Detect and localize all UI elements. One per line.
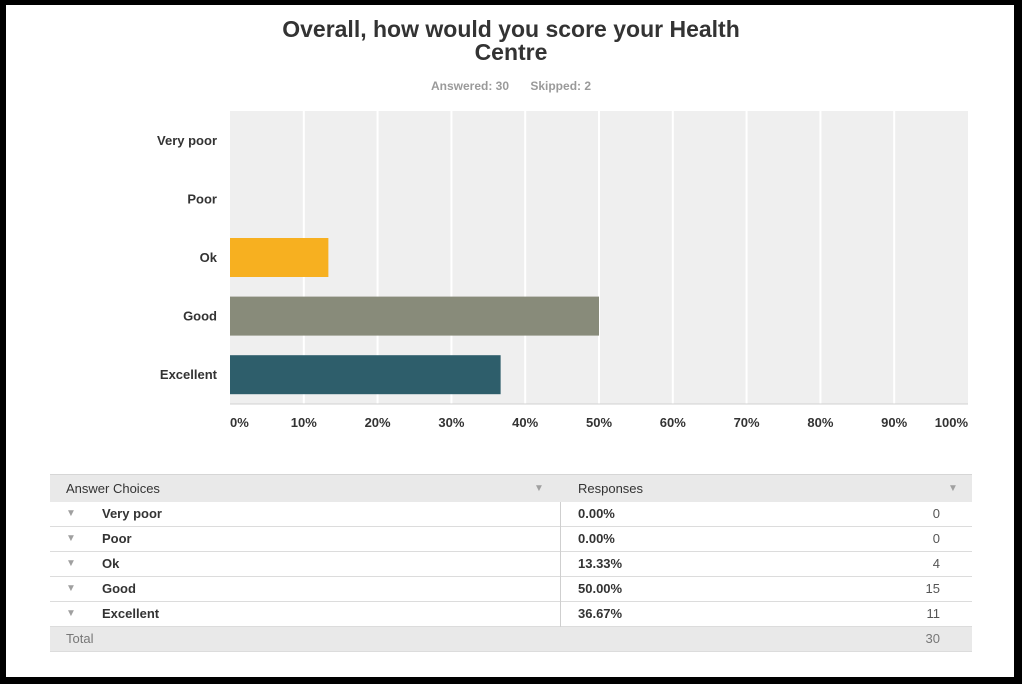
expand-arrow-icon[interactable]: ▼ <box>66 608 76 619</box>
expand-arrow-icon[interactable]: ▼ <box>66 583 76 594</box>
x-tick-label: 80% <box>807 415 833 430</box>
response-count: 15 <box>925 581 940 596</box>
x-tick-label: 10% <box>291 415 317 430</box>
chart-title-line-1: Overall, how would you score your Health <box>282 16 740 42</box>
category-label: Ok <box>200 250 218 265</box>
answer-choice: Good <box>102 581 136 596</box>
column-divider <box>560 502 561 627</box>
response-count: 0 <box>932 531 940 546</box>
answer-choice: Very poor <box>102 506 162 521</box>
responses-table: Answer Choices ▼ Responses ▼ ▼ Very poor 0… <box>50 474 972 652</box>
bar <box>230 238 329 277</box>
table-row[interactable]: ▼ Good 50.00% 15 <box>50 577 972 602</box>
x-tick-label: 60% <box>660 415 686 430</box>
answer-choice: Poor <box>102 531 132 546</box>
skipped-count: Skipped: 2 <box>530 79 592 93</box>
responses-header[interactable]: Responses <box>578 481 644 496</box>
response-stats: Answered: 30 Skipped: 2 <box>0 79 1022 93</box>
table-row[interactable]: ▼ Excellent 36.67% 11 <box>50 602 972 627</box>
bar-chart: 0% 10% 20% 30% 40% 50% 60% 70% 80% 90% 100% Very po… <box>157 111 969 430</box>
response-count: 11 <box>926 606 941 621</box>
answered-count: Answered: 30 <box>430 79 509 93</box>
response-percent: 50.00% <box>578 581 623 596</box>
answer-choices-header[interactable]: Answer Choices <box>66 481 160 496</box>
x-tick-label: 30% <box>438 415 464 430</box>
x-tick-label: 20% <box>365 415 391 430</box>
table-row[interactable]: ▼ Very poor 0.00% 0 <box>50 502 972 527</box>
x-tick-label: 90% <box>881 415 907 430</box>
bar <box>230 355 501 395</box>
bar <box>230 296 599 336</box>
response-count: 0 <box>932 506 940 521</box>
answer-choice: Ok <box>102 556 120 571</box>
x-tick-label: 50% <box>586 415 612 430</box>
table-row[interactable]: ▼ Poor 0.00% 0 <box>50 527 972 552</box>
response-percent: 36.67% <box>578 606 623 621</box>
category-label: Excellent <box>160 367 218 382</box>
sort-responses-icon[interactable]: ▼ <box>948 483 958 494</box>
table-header-row: Answer Choices ▼ Responses ▼ <box>50 474 972 502</box>
category-label: Good <box>183 309 217 324</box>
response-percent: 0.00% <box>578 506 615 521</box>
response-count: 4 <box>932 556 940 571</box>
x-tick-label: 100% <box>935 415 969 430</box>
category-label: Very poor <box>157 133 217 148</box>
expand-arrow-icon[interactable]: ▼ <box>66 533 76 544</box>
x-tick-label: 0% <box>230 415 249 430</box>
chart-title: Overall, how would you score your Health… <box>0 18 1022 64</box>
sort-choices-icon[interactable]: ▼ <box>534 483 544 494</box>
category-label: Poor <box>187 191 217 206</box>
table-row[interactable]: ▼ Ok 13.33% 4 <box>50 552 972 577</box>
response-percent: 13.33% <box>578 556 623 571</box>
answer-choice: Excellent <box>102 606 160 621</box>
expand-arrow-icon[interactable]: ▼ <box>66 558 76 569</box>
total-value: 30 <box>925 631 940 646</box>
x-tick-label: 40% <box>512 415 538 430</box>
expand-arrow-icon[interactable]: ▼ <box>66 508 76 519</box>
total-label: Total <box>66 631 94 646</box>
response-percent: 0.00% <box>578 531 615 546</box>
x-tick-label: 70% <box>734 415 760 430</box>
table-body: ▼ Very poor 0.00% 0 ▼ Poor 0.00% 0 ▼ Ok 13.33% 4 ▼ Go… <box>50 502 972 652</box>
chart-title-line-2: Centre <box>474 39 548 65</box>
total-row: Total 30 <box>50 627 972 652</box>
